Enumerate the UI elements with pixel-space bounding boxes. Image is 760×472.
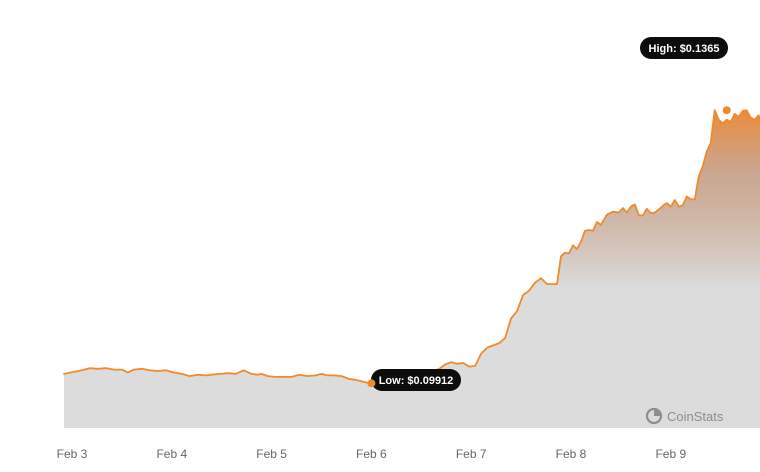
low-price-marker [367, 379, 376, 388]
high-price-label: High: $0.1365 [649, 43, 720, 55]
x-tick-label: Feb 3 [57, 447, 88, 461]
price-area-fill [64, 110, 760, 428]
coinstats-watermark: CoinStats [645, 407, 724, 425]
high-price-marker [722, 106, 731, 115]
x-tick-label: Feb 4 [156, 447, 187, 461]
watermark-label: CoinStats [667, 409, 724, 424]
price-line [63, 109, 760, 385]
x-tick-label: Feb 6 [356, 447, 387, 461]
low-price-tag: Low: $0.09912 [371, 369, 461, 391]
pie-chart-icon [645, 407, 663, 425]
high-price-tag: High: $0.1365 [640, 37, 728, 59]
x-tick-label: Feb 5 [256, 447, 287, 461]
high-price-tag-background [640, 37, 728, 59]
low-price-label: Low: $0.09912 [379, 375, 454, 387]
low-price-tag-background [371, 369, 461, 391]
x-tick-label: Feb 9 [655, 447, 686, 461]
x-tick-label: Feb 7 [456, 447, 487, 461]
x-tick-label: Feb 8 [556, 447, 587, 461]
x-axis: Feb 3 Feb 4 Feb 5 Feb 6 Feb 7 Feb 8 Feb 9 [57, 447, 687, 461]
